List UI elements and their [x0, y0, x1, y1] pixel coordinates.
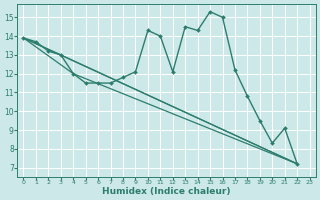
X-axis label: Humidex (Indice chaleur): Humidex (Indice chaleur): [102, 187, 231, 196]
